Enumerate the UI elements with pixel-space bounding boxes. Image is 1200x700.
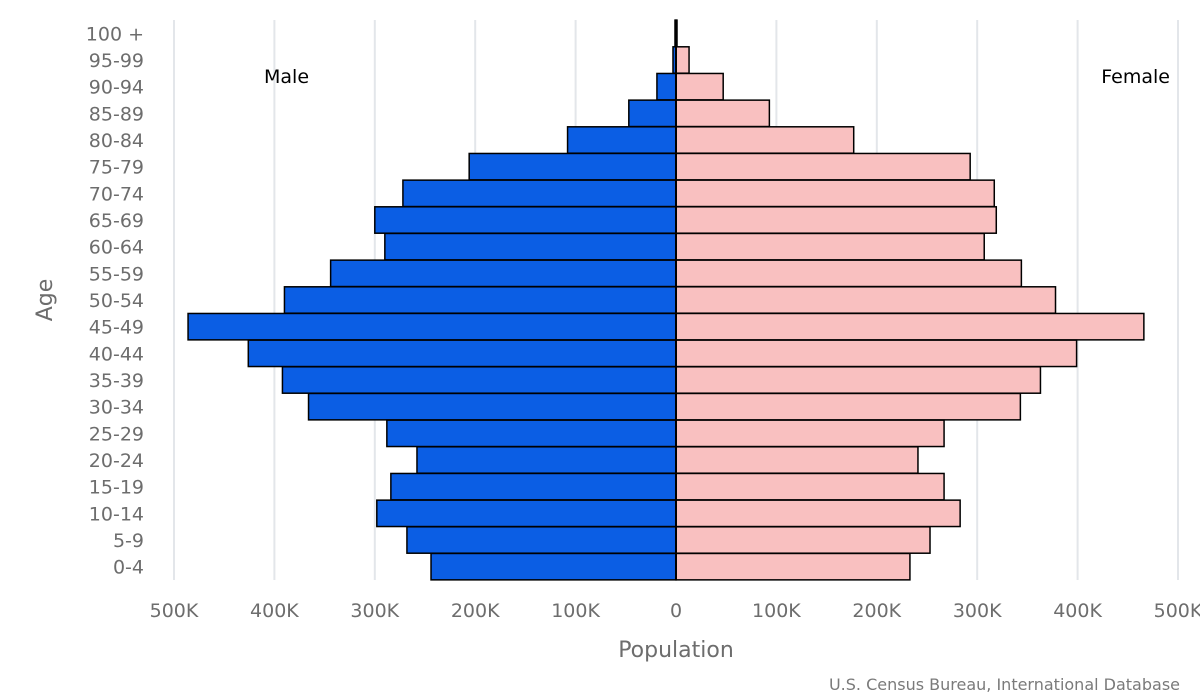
female-bar-35-39 bbox=[675, 366, 1042, 394]
x-tick-label: 300K bbox=[350, 600, 399, 622]
y-tick-label: 50-54 bbox=[89, 290, 144, 312]
female-bar-20-24 bbox=[675, 446, 919, 474]
y-tick-label: 40-44 bbox=[89, 343, 144, 365]
male-bar-30-34 bbox=[307, 392, 677, 421]
x-tick-label: 300K bbox=[953, 600, 1002, 622]
male-bar-55-59 bbox=[329, 259, 677, 288]
male-series-label: Male bbox=[264, 66, 309, 88]
male-bar-45-49 bbox=[187, 312, 677, 341]
male-bar-60-64 bbox=[384, 232, 677, 261]
bars bbox=[187, 19, 1145, 581]
female-bar-90-94 bbox=[675, 72, 724, 101]
x-tick-labels: 500K 400K 300K 200K 100K 0 100K 200K 300K 400K 500… bbox=[150, 600, 1200, 622]
male-bar-0-4 bbox=[430, 552, 677, 581]
male-bar-85-89 bbox=[628, 99, 677, 128]
female-bar-0-4 bbox=[675, 552, 911, 581]
male-bar-35-39 bbox=[281, 366, 677, 394]
source-credit: U.S. Census Bureau, International Databa… bbox=[829, 675, 1180, 694]
y-tick-labels: 100 + 95-99 90-94 85-89 80-84 75-79 70-74 65-69… bbox=[86, 23, 144, 578]
y-axis-title: Age bbox=[33, 279, 58, 322]
y-tick-label: 10-14 bbox=[89, 503, 144, 525]
x-tick-label: 100K bbox=[551, 600, 600, 622]
female-bar-95-99 bbox=[675, 46, 690, 74]
y-tick-label: 25-29 bbox=[89, 423, 144, 445]
female-bar-60-64 bbox=[675, 232, 985, 261]
x-tick-label: 500K bbox=[150, 600, 199, 622]
female-bar-30-34 bbox=[675, 392, 1022, 421]
female-series-label: Female bbox=[1101, 66, 1170, 88]
female-bar-75-79 bbox=[675, 152, 971, 181]
y-tick-label: 35-39 bbox=[89, 370, 144, 392]
y-tick-label: 0-4 bbox=[113, 557, 144, 579]
male-bar-50-54 bbox=[283, 286, 677, 314]
male-bar-20-24 bbox=[416, 446, 677, 474]
y-tick-label: 30-34 bbox=[89, 397, 144, 419]
y-tick-label: 95-99 bbox=[89, 50, 144, 72]
y-tick-label: 5-9 bbox=[113, 530, 144, 552]
y-tick-label: 60-64 bbox=[89, 237, 144, 259]
x-tick-label: 400K bbox=[1053, 600, 1102, 622]
male-bar-90-94 bbox=[656, 72, 677, 101]
y-tick-label: 15-19 bbox=[89, 477, 144, 499]
female-bar-45-49 bbox=[675, 312, 1145, 341]
female-bar-80-84 bbox=[675, 126, 855, 154]
x-tick-label: 400K bbox=[250, 600, 299, 622]
male-bar-70-74 bbox=[402, 179, 677, 208]
y-tick-label: 55-59 bbox=[89, 263, 144, 285]
y-tick-label: 20-24 bbox=[89, 450, 144, 472]
x-tick-label: 100K bbox=[752, 600, 801, 622]
y-tick-label: 100 + bbox=[86, 23, 144, 45]
female-bar-70-74 bbox=[675, 179, 996, 208]
female-bar-40-44 bbox=[675, 339, 1078, 368]
x-tick-label: 500K bbox=[1154, 600, 1200, 622]
x-tick-label: 0 bbox=[670, 600, 682, 622]
y-tick-label: 45-49 bbox=[89, 317, 144, 339]
male-bar-5-9 bbox=[406, 526, 677, 554]
female-bar-65-69 bbox=[675, 206, 998, 234]
male-bar-10-14 bbox=[376, 499, 677, 528]
male-bar-15-19 bbox=[390, 472, 677, 501]
male-bar-80-84 bbox=[566, 126, 677, 154]
male-bar-75-79 bbox=[468, 152, 677, 181]
female-bar-5-9 bbox=[675, 526, 931, 554]
female-bar-50-54 bbox=[675, 286, 1057, 314]
male-bar-40-44 bbox=[247, 339, 677, 368]
y-tick-label: 70-74 bbox=[89, 183, 144, 205]
x-tick-label: 200K bbox=[451, 600, 500, 622]
female-bar-25-29 bbox=[675, 419, 945, 448]
y-tick-label: 80-84 bbox=[89, 130, 144, 152]
female-bar-10-14 bbox=[675, 499, 961, 528]
x-tick-label: 200K bbox=[852, 600, 901, 622]
female-bar-55-59 bbox=[675, 259, 1023, 288]
male-bar-65-69 bbox=[374, 206, 677, 234]
x-axis-title: Population bbox=[618, 638, 734, 663]
y-tick-label: 65-69 bbox=[89, 210, 144, 232]
female-bar-85-89 bbox=[675, 99, 771, 128]
y-tick-label: 85-89 bbox=[89, 103, 144, 125]
female-bar-15-19 bbox=[675, 472, 945, 501]
y-tick-label: 90-94 bbox=[89, 77, 144, 99]
y-tick-label: 75-79 bbox=[89, 157, 144, 179]
male-bar-25-29 bbox=[386, 419, 677, 448]
